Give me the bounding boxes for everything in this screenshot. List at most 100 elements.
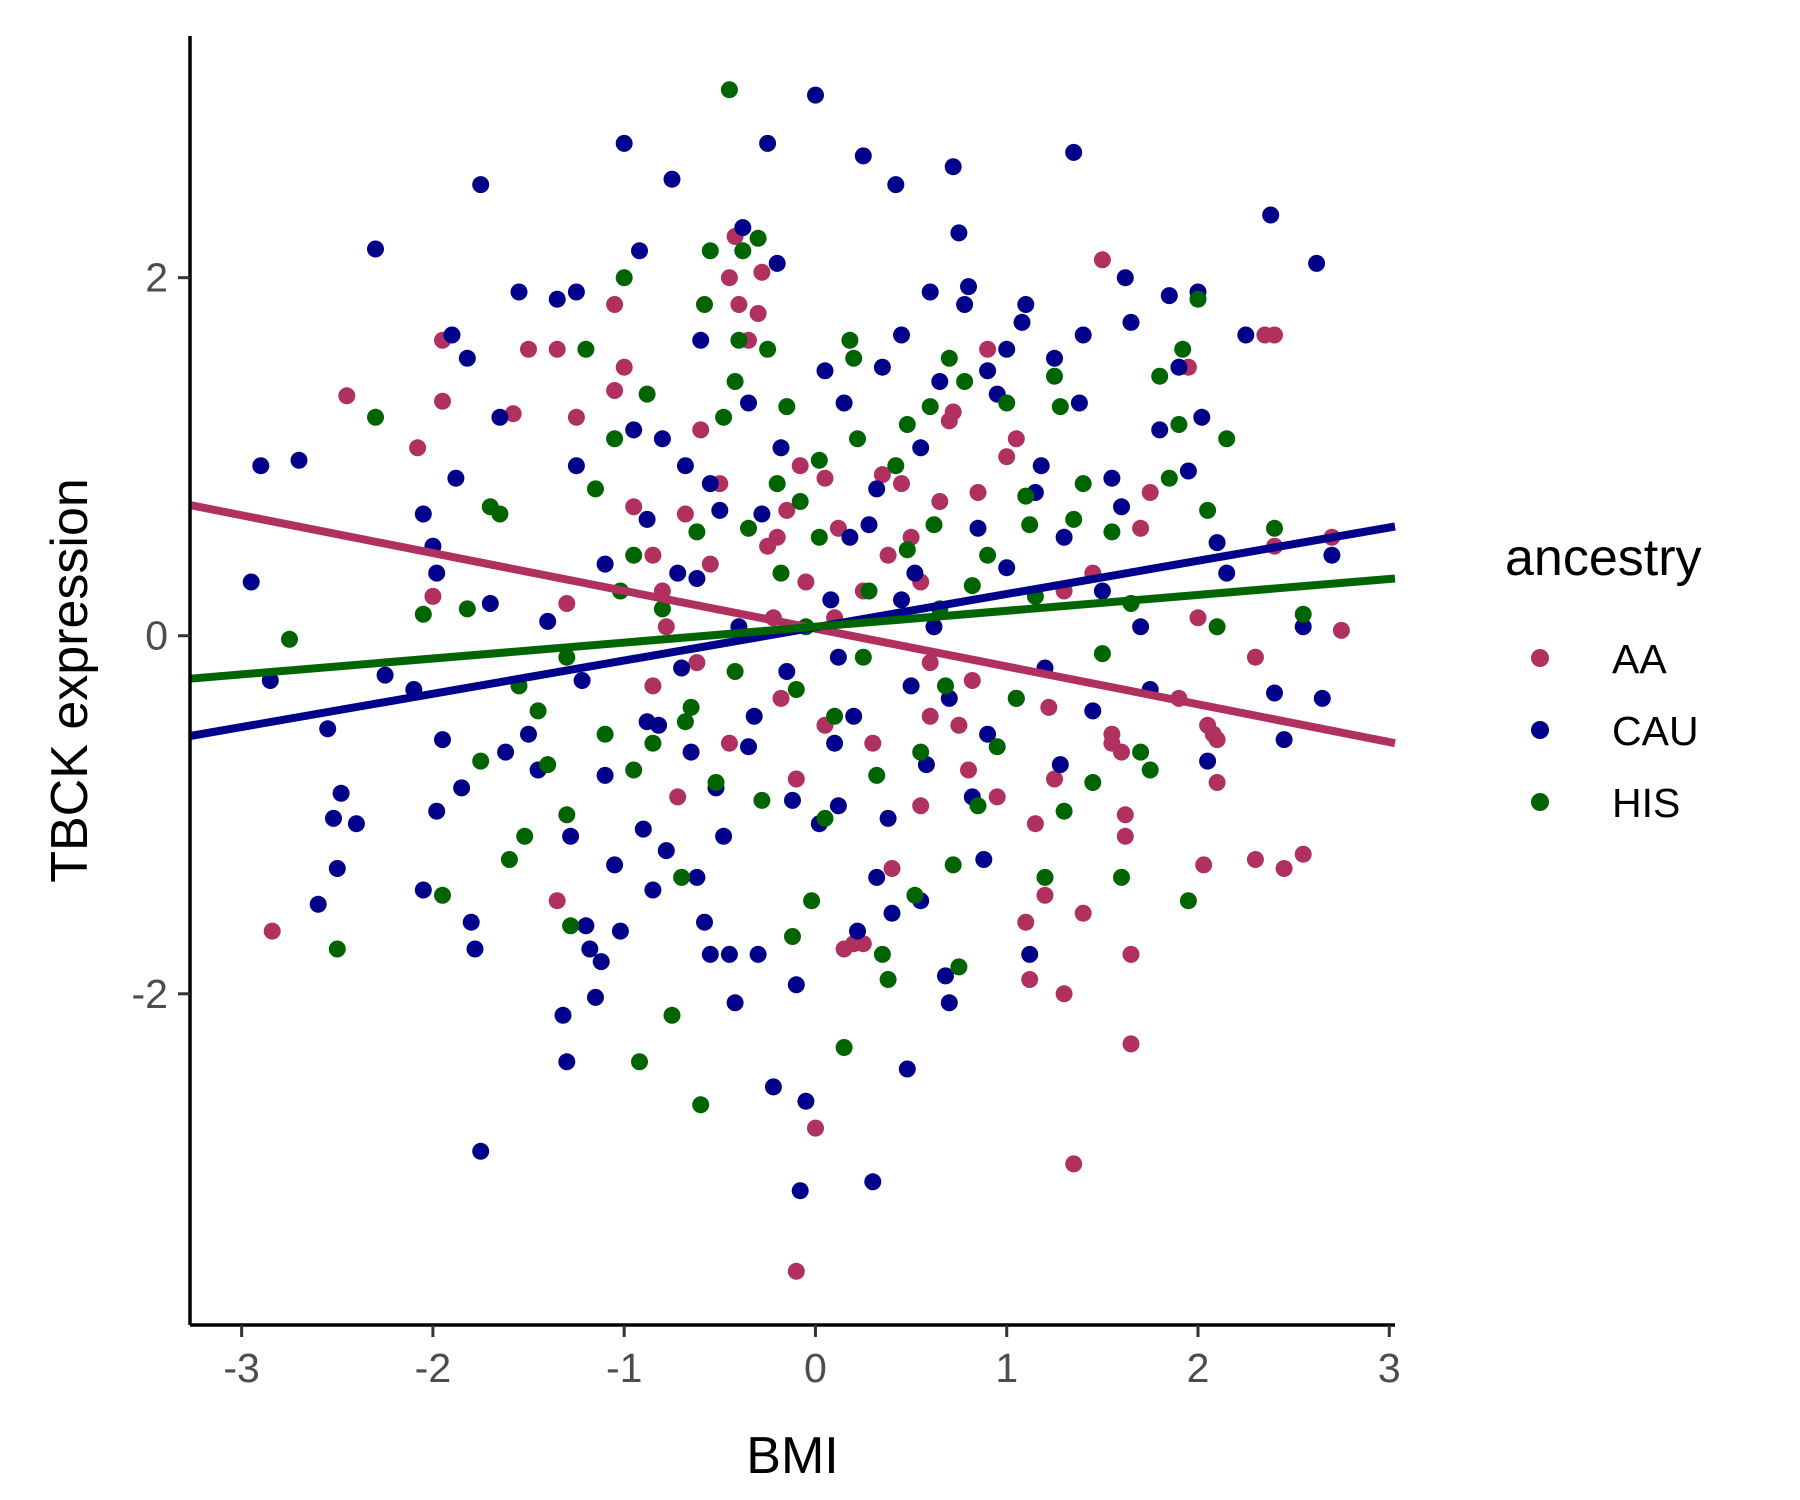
data-point-cau bbox=[644, 881, 662, 899]
data-point-cau bbox=[596, 555, 614, 573]
data-point-his bbox=[1151, 367, 1169, 385]
data-point-his bbox=[587, 480, 604, 498]
data-point-cau bbox=[428, 802, 446, 820]
data-point-cau bbox=[1093, 582, 1111, 600]
data-point-aa bbox=[969, 484, 987, 501]
data-point-aa bbox=[787, 1262, 805, 1280]
data-point-cau bbox=[726, 994, 744, 1012]
data-point-cau bbox=[1070, 394, 1088, 412]
data-point-aa bbox=[1195, 856, 1213, 874]
data-point-his bbox=[1065, 510, 1083, 528]
data-point-aa bbox=[434, 392, 451, 410]
data-point-cau bbox=[520, 725, 537, 743]
data-point-aa bbox=[988, 788, 1006, 806]
data-point-cau bbox=[414, 881, 432, 899]
data-point-cau bbox=[428, 564, 446, 582]
legend-label-cau: CAU bbox=[1612, 708, 1699, 754]
data-point-his bbox=[1132, 743, 1150, 761]
data-point-cau bbox=[860, 516, 878, 534]
data-point-his bbox=[898, 541, 916, 559]
data-point-cau bbox=[453, 779, 471, 797]
data-point-cau bbox=[325, 809, 342, 827]
data-point-his bbox=[682, 698, 700, 716]
data-point-cau bbox=[1160, 287, 1178, 305]
data-point-cau bbox=[1017, 296, 1035, 313]
data-point-his bbox=[1007, 689, 1025, 707]
data-point-cau bbox=[481, 595, 499, 612]
data-point-aa bbox=[520, 340, 537, 358]
data-point-aa bbox=[772, 689, 790, 707]
data-point-aa bbox=[409, 439, 427, 457]
data-point-aa bbox=[816, 469, 834, 487]
data-point-aa bbox=[338, 387, 356, 405]
data-point-aa bbox=[1122, 1035, 1140, 1053]
data-point-aa bbox=[567, 408, 585, 426]
data-point-his bbox=[845, 349, 863, 367]
legend: ancestry AA CAU HIS bbox=[1505, 529, 1702, 826]
data-point-his bbox=[281, 630, 298, 648]
legend-key-cau bbox=[1531, 721, 1549, 739]
data-point-his bbox=[692, 1096, 710, 1114]
data-point-cau bbox=[1275, 731, 1293, 749]
data-point-aa bbox=[1017, 913, 1035, 931]
data-point-aa bbox=[778, 501, 796, 519]
data-point-aa bbox=[883, 860, 901, 877]
data-point-aa bbox=[669, 788, 687, 806]
data-point-cau bbox=[1193, 408, 1211, 426]
data-point-his bbox=[472, 752, 490, 770]
x-tick-label: 0 bbox=[804, 1345, 827, 1391]
data-point-cau bbox=[1323, 546, 1341, 564]
data-point-his bbox=[937, 677, 954, 695]
data-point-his bbox=[810, 528, 828, 546]
data-point-cau bbox=[567, 283, 585, 301]
data-point-cau bbox=[720, 945, 738, 963]
data-point-aa bbox=[1103, 725, 1121, 743]
data-point-his bbox=[726, 373, 744, 390]
data-point-his bbox=[726, 663, 744, 680]
data-point-his bbox=[539, 756, 557, 774]
data-point-his bbox=[803, 892, 821, 910]
data-point-cau bbox=[688, 868, 706, 886]
data-point-cau bbox=[548, 290, 566, 308]
data-point-cau bbox=[1313, 689, 1331, 707]
data-point-aa bbox=[720, 269, 738, 287]
data-point-his bbox=[707, 774, 725, 791]
data-point-cau bbox=[676, 457, 694, 475]
x-axis-title: BMI bbox=[746, 1427, 838, 1485]
data-point-cau bbox=[443, 326, 461, 344]
data-point-cau bbox=[1266, 684, 1283, 702]
data-point-his bbox=[615, 269, 633, 287]
data-point-aa bbox=[753, 263, 771, 281]
data-point-aa bbox=[1141, 484, 1159, 501]
data-point-his bbox=[1113, 868, 1130, 886]
data-point-aa bbox=[676, 505, 694, 523]
data-point-cau bbox=[784, 791, 801, 809]
data-point-his bbox=[841, 331, 859, 349]
data-point-his bbox=[849, 430, 866, 448]
data-point-cau bbox=[376, 666, 394, 684]
data-point-cau bbox=[921, 283, 939, 301]
data-point-his bbox=[1084, 774, 1102, 791]
data-point-cau bbox=[539, 612, 557, 630]
data-point-his bbox=[367, 408, 384, 426]
data-point-aa bbox=[979, 340, 997, 358]
data-point-his bbox=[887, 457, 905, 475]
data-point-his bbox=[998, 394, 1016, 412]
data-point-cau bbox=[883, 904, 901, 922]
data-point-his bbox=[860, 582, 878, 600]
data-point-cau bbox=[1179, 462, 1197, 480]
data-point-cau bbox=[1208, 534, 1226, 552]
data-point-cau bbox=[1046, 349, 1063, 367]
data-point-aa bbox=[1116, 827, 1134, 845]
data-point-his bbox=[768, 475, 786, 493]
data-point-cau bbox=[1065, 143, 1083, 161]
data-point-his bbox=[1141, 761, 1159, 779]
data-point-cau bbox=[906, 564, 924, 582]
data-point-cau bbox=[497, 743, 515, 761]
data-point-cau bbox=[447, 469, 465, 487]
data-point-his bbox=[688, 523, 706, 541]
data-point-aa bbox=[615, 358, 633, 376]
data-point-aa bbox=[963, 672, 981, 689]
data-point-cau bbox=[912, 439, 930, 457]
